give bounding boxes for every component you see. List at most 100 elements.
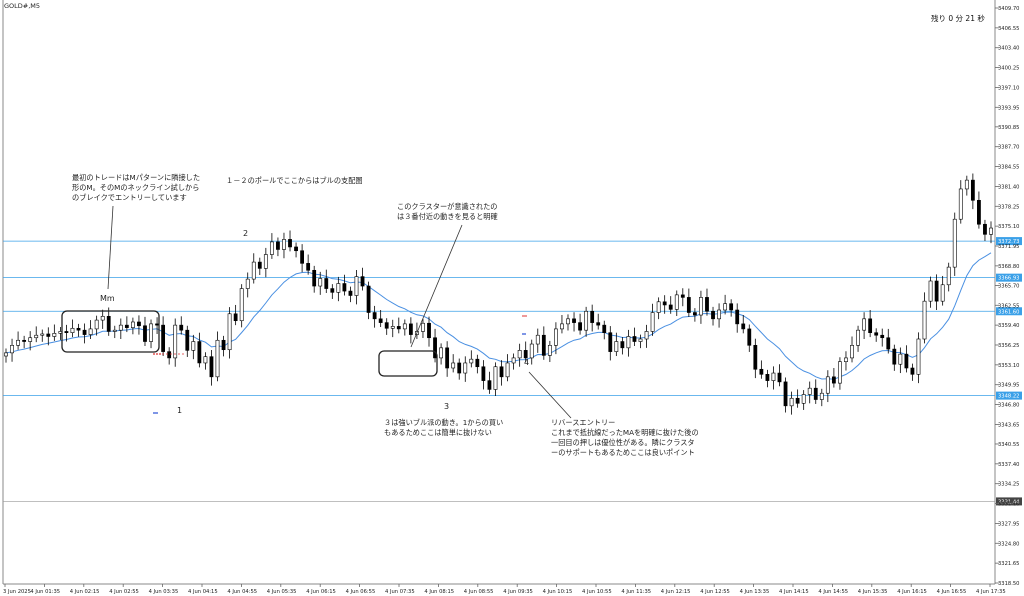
price-level-tag [996,237,1022,246]
candle-down [831,376,836,384]
candle-up [203,356,208,364]
candle-up [469,358,474,364]
x-tick-label: 4 Jun 04:15 [188,589,218,595]
candle-down [306,263,311,271]
y-tick-label: 3349.95 [998,383,1019,389]
candle-down [880,334,885,339]
candle-down [82,329,87,335]
candle-down [487,380,492,390]
candle-down [257,261,262,269]
candle-down [874,332,879,336]
y-tick-label: 3362.55 [998,303,1019,309]
candle-down [161,324,166,352]
y-tick-label: 3368.80 [998,264,1019,270]
price-level-tag-text: 3361.60 [998,309,1019,315]
x-tick-label: 4 Jun 06:55 [346,589,376,595]
y-tick-label: 3403.40 [998,46,1019,52]
y-tick-label: 3340.55 [998,442,1019,448]
y-tick-label: 3318.50 [998,581,1019,587]
candle-up [584,310,589,331]
candle-up [451,362,456,369]
candle-up [717,309,721,320]
candle-down [934,280,939,302]
price-axis: 3409.70 3406.55 3403.40 3400.25 3397.10 3393.… [995,6,1019,587]
candle-up [801,394,806,404]
x-tick-label: 4 Jun 12:55 [700,589,730,595]
candle-up [517,350,522,359]
y-tick-label: 3359.40 [998,323,1019,329]
candle-down [735,309,740,325]
x-tick-label: 3 Jun 2025 [3,589,31,595]
price-level-lines: 3372.73 3366.93 3361.60 3348.22 3331.44 [3,237,1022,506]
candle-down [106,316,111,332]
y-tick-label: 3334.25 [998,482,1019,488]
candle-down [686,297,691,313]
candle-up [52,333,57,337]
price-level-tag [996,391,1022,400]
candle-down [76,327,81,331]
candle-up [354,276,359,296]
candle-down [977,199,981,225]
candle-up [535,334,540,345]
candle-up [131,321,135,328]
candle-up [989,227,993,235]
candle-down [523,350,528,359]
x-tick-label: 4 Jun 17:35 [976,589,1006,595]
candle-up [819,392,824,400]
candle-down [596,322,601,326]
candle-down [324,278,329,289]
candle-up [118,324,123,331]
candle-down [312,269,317,287]
x-tick-label: 4 Jun 12:15 [661,589,691,595]
x-tick-label: 4 Jun 05:35 [267,589,297,595]
candle-down [904,353,909,369]
candle-down [711,310,715,320]
candle-up [844,357,848,363]
candle-down [777,372,782,383]
annotation-m-pattern: 最初のトレードはMパターンに隣接した 形のM。そのMのネックライン試しから のブ… [72,173,201,202]
y-tick-label: 3353.10 [998,363,1019,369]
label-mm: Mm [100,294,115,303]
candle-down [868,318,873,333]
candle-down [813,387,818,400]
candle-up [850,345,854,359]
y-tick-label: 3337.40 [998,462,1019,468]
bid-tag-text: 3331.44 [998,499,1020,505]
candle-down [475,358,480,368]
candle-down [221,339,226,351]
candle-up [964,179,969,190]
candle-up [674,294,679,310]
candle-down [729,303,734,311]
candle-up [10,345,14,354]
bar-countdown: 残り 0 分 21 秒 [931,14,985,23]
y-tick-label: 3327.95 [998,521,1019,527]
candle-down [64,331,69,333]
candle-down [378,318,383,323]
x-tick-label: 4 Jun 14:55 [818,589,848,595]
candle-down [22,339,27,342]
candle-down [300,250,305,264]
x-tick-label: 4 Jun 10:15 [543,589,573,595]
candle-up [838,361,842,384]
x-tick-label: 4 Jun 08:15 [424,589,454,595]
candle-down [632,336,637,342]
candle-up [390,326,395,329]
cluster-boxes [61,310,438,377]
candle-up [699,297,703,316]
x-tick-label: 4 Jun 13:35 [740,589,770,595]
candle-up [644,331,649,340]
x-tick-label: 4 Jun 14:15 [779,589,809,595]
x-tick-label: 4 Jun 15:35 [858,589,888,595]
candle-up [251,261,256,280]
candle-down [983,223,987,235]
candle-up [560,323,564,330]
symbol-label: GOLD#,M5 [4,2,41,10]
candle-down [427,322,431,339]
candle-down [433,337,437,359]
x-tick-label: 4 Jun 02:15 [70,589,100,595]
candle-down [179,324,184,331]
candle-down [276,241,280,250]
annotation-cluster: このクラスターが意識されたの は３番付近の動きを見ると明確 [397,202,498,221]
candle-down [765,374,770,381]
